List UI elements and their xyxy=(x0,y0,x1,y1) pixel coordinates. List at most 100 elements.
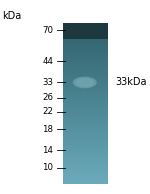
Bar xyxy=(63,26,108,27)
Bar xyxy=(63,68,108,69)
Bar xyxy=(63,53,108,54)
Bar xyxy=(63,123,108,124)
Bar xyxy=(63,55,108,56)
Bar xyxy=(63,42,108,43)
Bar xyxy=(63,164,108,165)
Bar xyxy=(63,111,108,112)
Bar xyxy=(63,116,108,117)
Bar xyxy=(63,79,108,80)
Bar xyxy=(63,151,108,152)
Bar xyxy=(63,39,108,40)
Bar xyxy=(63,97,108,98)
Bar xyxy=(63,94,108,95)
Bar xyxy=(63,48,108,49)
Bar xyxy=(63,23,108,24)
Bar xyxy=(63,83,108,84)
Bar xyxy=(63,147,108,148)
Bar xyxy=(63,158,108,159)
Bar xyxy=(63,43,108,44)
Bar xyxy=(63,58,108,59)
Ellipse shape xyxy=(73,77,97,88)
Bar xyxy=(63,103,108,104)
Bar xyxy=(63,32,108,33)
Bar xyxy=(63,100,108,101)
Bar xyxy=(63,129,108,130)
Bar xyxy=(63,101,108,102)
Bar xyxy=(63,168,108,169)
Bar xyxy=(63,93,108,94)
Bar xyxy=(63,102,108,103)
Bar xyxy=(63,93,108,94)
Bar xyxy=(63,128,108,129)
Text: 18: 18 xyxy=(42,125,53,133)
Bar xyxy=(63,160,108,161)
Bar xyxy=(63,36,108,37)
Bar xyxy=(63,54,108,55)
Bar xyxy=(63,109,108,110)
Bar xyxy=(63,180,108,181)
Bar xyxy=(63,166,108,167)
Bar xyxy=(63,137,108,138)
Bar xyxy=(63,150,108,151)
Bar xyxy=(63,28,108,29)
Bar xyxy=(63,130,108,131)
Bar xyxy=(63,176,108,177)
Bar xyxy=(63,65,108,66)
Bar xyxy=(63,132,108,133)
Bar xyxy=(63,167,108,168)
Bar xyxy=(63,159,108,160)
Bar xyxy=(63,141,108,142)
Bar xyxy=(63,130,108,131)
Bar xyxy=(63,139,108,140)
Bar xyxy=(63,119,108,120)
Bar xyxy=(63,109,108,110)
Text: kDa: kDa xyxy=(2,11,22,22)
Text: 26: 26 xyxy=(42,94,53,102)
Bar xyxy=(63,89,108,90)
Bar xyxy=(63,146,108,147)
Bar xyxy=(63,138,108,139)
Bar xyxy=(63,26,108,27)
Bar xyxy=(63,165,108,166)
Bar xyxy=(63,143,108,144)
Bar xyxy=(63,76,108,77)
Bar xyxy=(63,57,108,58)
Bar xyxy=(63,175,108,176)
Bar xyxy=(63,150,108,151)
Bar xyxy=(63,139,108,140)
Bar xyxy=(63,51,108,52)
Bar xyxy=(63,156,108,157)
Bar xyxy=(63,183,108,184)
Bar xyxy=(63,122,108,123)
Bar xyxy=(63,157,108,158)
Bar xyxy=(63,172,108,173)
Bar xyxy=(63,157,108,158)
Bar xyxy=(63,98,108,99)
Bar xyxy=(63,82,108,83)
Bar xyxy=(63,174,108,175)
Bar xyxy=(63,87,108,88)
Bar xyxy=(63,170,108,171)
Bar xyxy=(63,177,108,178)
Bar xyxy=(63,112,108,113)
Bar xyxy=(63,70,108,71)
Bar xyxy=(63,173,108,174)
Bar xyxy=(63,181,108,182)
Bar xyxy=(63,166,108,167)
Bar xyxy=(63,33,108,34)
Bar xyxy=(63,47,108,48)
Bar xyxy=(63,78,108,79)
Bar xyxy=(63,34,108,35)
Bar xyxy=(63,120,108,121)
Bar xyxy=(63,182,108,183)
Bar xyxy=(63,41,108,42)
Bar xyxy=(63,95,108,96)
Bar xyxy=(63,155,108,156)
Bar xyxy=(63,122,108,123)
Bar xyxy=(63,154,108,155)
Bar xyxy=(63,74,108,75)
Bar xyxy=(63,46,108,47)
Bar xyxy=(63,69,108,70)
Bar xyxy=(63,106,108,107)
Bar xyxy=(63,106,108,107)
